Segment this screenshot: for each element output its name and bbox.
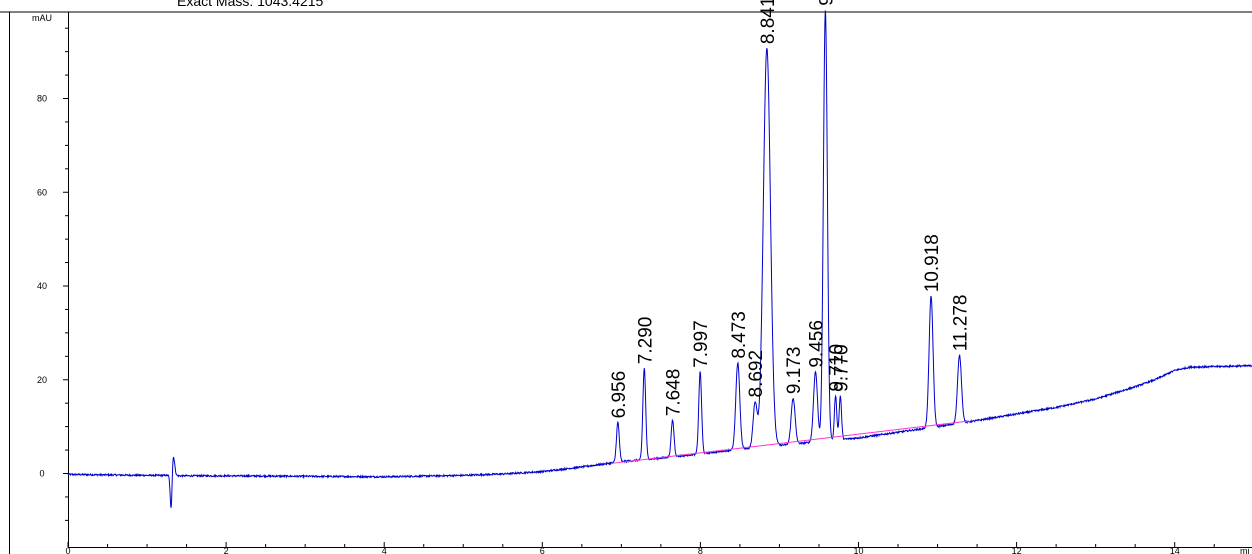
y-tick-label: 20 [37,375,47,385]
chart-axes [0,11,1252,554]
peak-label: 8.692 [746,350,767,398]
chart-ticks: mAU mi 0 20 40 60 80 0 2 4 6 8 10 12 14 [32,13,1250,554]
peak-label: 9.456 [806,320,827,368]
x-tick-label: 10 [853,546,863,554]
peak-label: 6.956 [609,371,630,419]
peak-label: 10.918 [922,234,943,292]
x-tick-label: 6 [540,546,545,554]
x-tick-label: 0 [65,546,70,554]
x-tick-label: 4 [382,546,387,554]
x-tick-label: 12 [1012,546,1022,554]
y-tick-label: 80 [37,94,47,104]
peak-label: 9.581 [816,0,837,6]
peak-label: 11.278 [951,295,972,352]
x-axis-unit-label: mi [1240,546,1250,554]
y-tick-label: 40 [37,281,47,291]
peak-label: 9.710 [827,344,848,392]
x-tick-label: 8 [698,546,703,554]
peak-label: 9.770 [831,344,852,392]
peak-label: 7.290 [635,317,656,365]
peak-label: 7.648 [664,369,685,417]
x-tick-label: 14 [1170,546,1180,554]
y-tick-label: 60 [37,187,47,197]
peak-label: 8.473 [729,311,750,359]
header-exact-mass: Exact Mass: 1043.4215 [177,0,324,9]
y-tick-label: 0 [39,469,44,479]
chart-lines [67,10,1252,508]
y-axis-unit-label: mAU [32,13,52,23]
peak-label: 7.997 [691,320,712,368]
peak-label: 8.841 [758,0,779,44]
integration-baseline [613,420,970,464]
x-tick-label: 2 [224,546,229,554]
peak-label: 9.173 [784,347,805,395]
signal-trace [67,10,1252,508]
